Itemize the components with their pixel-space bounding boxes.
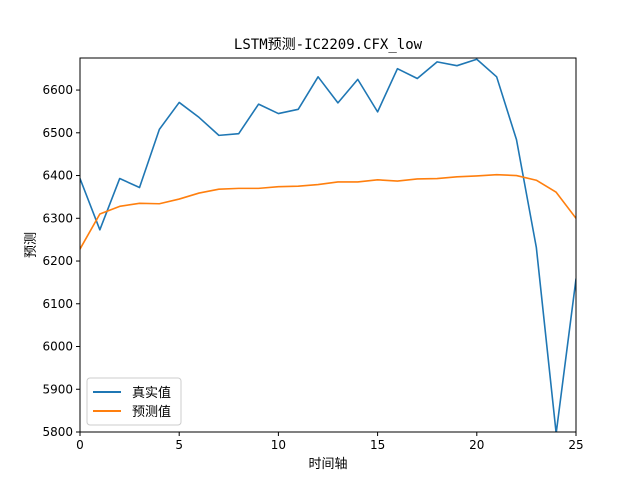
series-line-actual [80,58,576,432]
y-tick-label: 6500 [42,126,73,140]
plot-frame [80,58,576,432]
y-tick-label: 5900 [42,382,73,396]
x-tick-label: 5 [175,438,183,452]
y-axis-ticks: 5800 5900 6000 6100 6200 6300 6400 6500 6600 [42,83,80,439]
x-axis-ticks: 0 5 10 15 20 25 [76,432,584,452]
series-layer [80,58,576,432]
y-tick-label: 6300 [42,211,73,225]
legend: 真实值 预测值 [86,377,182,426]
legend-box [86,377,182,426]
y-tick-label: 5800 [42,425,73,439]
x-tick-label: 20 [469,438,484,452]
y-tick-label: 6200 [42,254,73,268]
x-tick-label: 25 [568,438,583,452]
x-tick-label: 0 [76,438,84,452]
chart-title: LSTM预测-IC2209.CFX_low [234,37,423,53]
x-tick-label: 15 [370,438,385,452]
axes-border [79,57,577,433]
x-axis-title: 时间轴 [308,457,347,472]
series-line-predicted [80,173,576,250]
y-tick-label: 6000 [42,340,73,354]
legend-label-actual: 真实值 [132,385,171,401]
x-tick-label: 10 [271,438,286,452]
y-tick-label: 6100 [42,297,73,311]
y-axis-title: 预测 [24,232,39,258]
plot-area [80,58,576,432]
legend-label-predicted: 预测值 [132,404,171,420]
y-tick-label: 6600 [42,83,73,97]
y-tick-label: 6400 [42,169,73,183]
